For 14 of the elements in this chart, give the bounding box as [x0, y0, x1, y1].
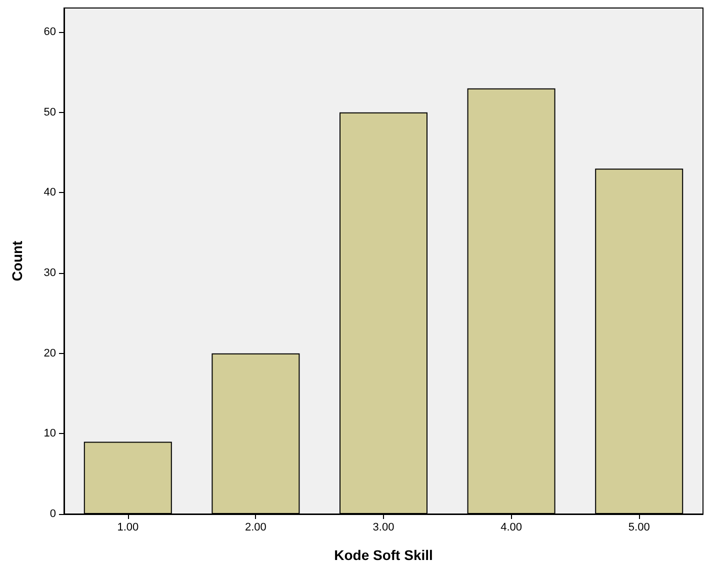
y-tick-label: 20 — [44, 347, 56, 360]
y-tick-label: 10 — [44, 428, 56, 440]
x-tick-label: 2.00 — [244, 522, 266, 534]
y-tick-label: 40 — [44, 186, 56, 199]
x-tick-label: 4.00 — [500, 522, 522, 534]
y-tick-label: 0 — [50, 508, 56, 520]
y-tick-label: 60 — [44, 26, 56, 38]
y-tick-label: 50 — [44, 106, 56, 118]
x-tick-label: 3.00 — [372, 522, 394, 534]
x-tick-label: 1.00 — [117, 522, 139, 534]
y-tick-label: 30 — [44, 267, 56, 280]
x-axis-title: Kode Soft Skill — [334, 547, 433, 563]
y-axis-title: Count — [9, 240, 25, 282]
x-tick-label: 5.00 — [628, 522, 650, 534]
